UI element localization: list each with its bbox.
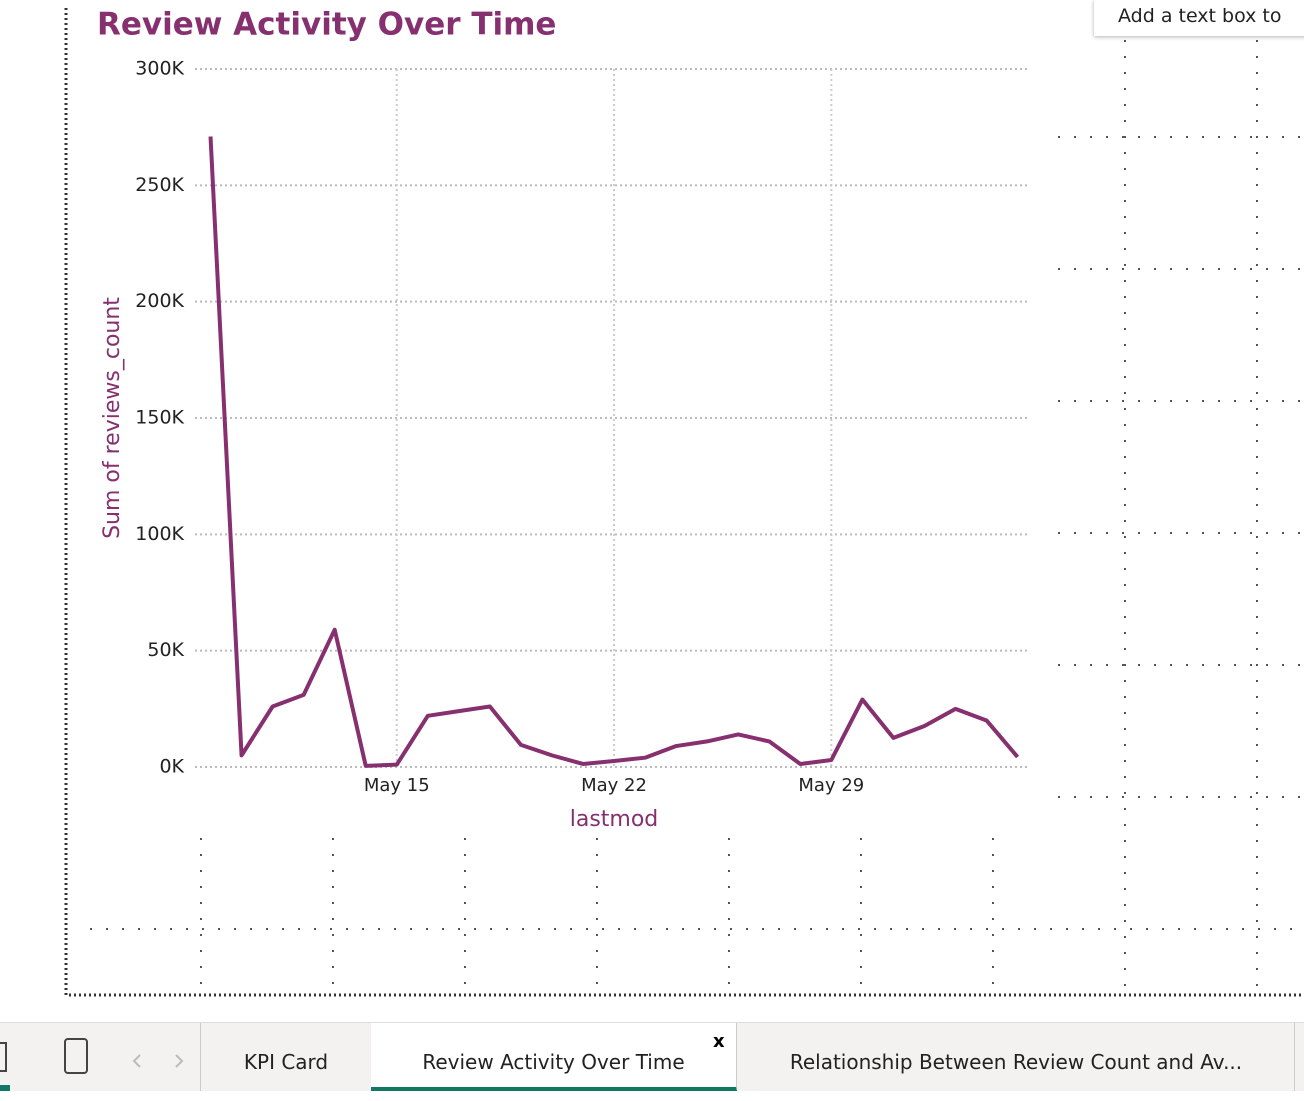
x-tick-label: May 22	[581, 775, 647, 796]
y-tick-label: 300K	[135, 58, 184, 80]
chart-title: Review Activity Over Time	[97, 7, 556, 43]
y-tick-label: 0K	[159, 756, 184, 778]
y-tick-label: 250K	[135, 174, 184, 196]
tab[interactable]: KPI Card	[200, 1023, 372, 1091]
visual-border	[64, 8, 1304, 997]
tab-close[interactable]: x	[713, 1031, 725, 1052]
y-tick-label: 100K	[135, 523, 184, 545]
tooltip: Add a text box to	[1094, 0, 1304, 36]
x-axis-label: lastmod	[570, 807, 659, 832]
canvas-dots	[90, 40, 1304, 990]
tab-bar: KPI Card Review Activity Over Time x Rel…	[0, 1022, 1304, 1091]
tab[interactable]: Review Activity Over Time	[371, 1023, 737, 1091]
line	[208, 136, 1020, 768]
x-tick-label: May 15	[364, 775, 430, 796]
nav-icons	[0, 1038, 184, 1091]
y-tick-label: 200K	[135, 290, 184, 312]
y-axis-label: Sum of reviews_count	[100, 297, 125, 539]
chart: Review Activity Over Time lastmod Sum of…	[64, 7, 1304, 997]
y-tick-label: 150K	[135, 407, 184, 429]
y-tick-label: 50K	[147, 639, 184, 661]
tab[interactable]: Relationship Between Review Count and Av…	[738, 1023, 1295, 1091]
x-tick-label: May 29	[798, 775, 864, 796]
